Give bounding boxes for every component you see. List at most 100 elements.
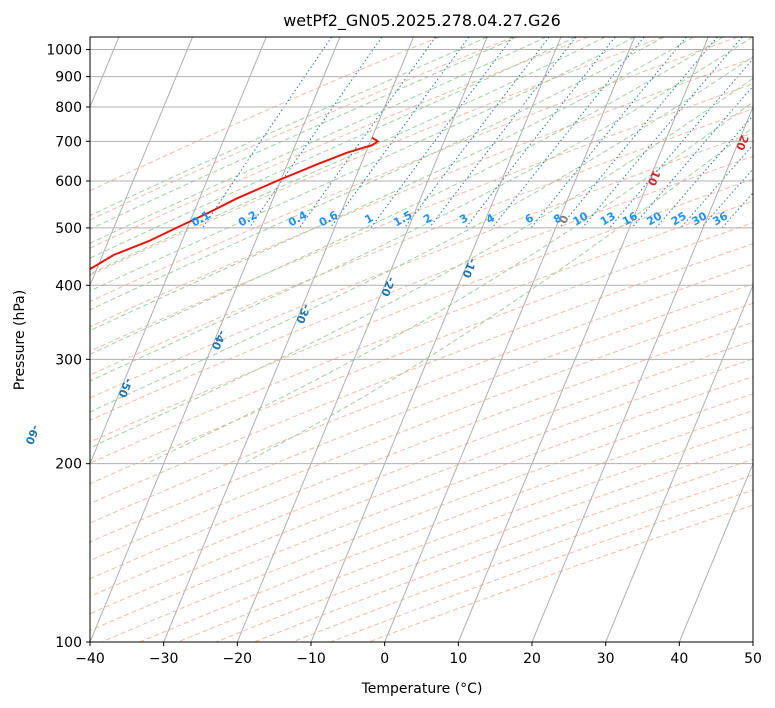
- moist-adiabat: [90, 37, 724, 355]
- y-tick-label: 800: [55, 100, 82, 116]
- x-tick-label: 40: [670, 651, 688, 667]
- x-tick-label: 0: [380, 651, 389, 667]
- pressure-gridlines: [90, 49, 753, 643]
- mixing-ratio-line: [680, 144, 753, 229]
- mixing-ratio-label: 0.6: [317, 208, 341, 229]
- y-tick-label: 100: [55, 635, 82, 651]
- isotherm-label: -60: [22, 423, 42, 447]
- isotherm-line: [605, 284, 753, 642]
- dry-adiabat: [90, 108, 753, 376]
- dry-adiabat: [90, 200, 753, 464]
- mixing-ratio-line: [655, 114, 753, 229]
- mixing-ratio-label: 36: [710, 209, 730, 228]
- mixing-ratio-line: [370, 37, 514, 229]
- x-axis-label: Temperature (°C): [361, 681, 483, 697]
- x-axis-ticks: −40 −30 −20 −10 0 10 20 30 40 50: [75, 642, 762, 667]
- dry-adiabat: [139, 410, 753, 642]
- y-tick-label: 700: [55, 134, 82, 150]
- moist-adiabat: [90, 37, 488, 217]
- mixing-ratio-label: 0.2: [236, 208, 259, 229]
- dry-adiabat: [90, 375, 753, 632]
- dry-adiabat: [90, 83, 753, 352]
- isotherm-line: [90, 37, 194, 287]
- line-labels: 0.10.20.40.611.52346810131620253036-100-…: [22, 133, 751, 447]
- x-tick-label: 30: [597, 651, 615, 667]
- mixing-ratio-label: 1.5: [391, 208, 414, 229]
- temperature-line: [90, 136, 380, 271]
- x-tick-label: −30: [149, 651, 179, 667]
- x-tick-label: 20: [523, 651, 541, 667]
- mixing-ratio-label: 0.4: [286, 208, 310, 229]
- isotherm-line: [310, 37, 562, 642]
- y-tick-label: 900: [55, 70, 82, 86]
- background-lines: [90, 37, 753, 642]
- mixing-ratio-line: [581, 37, 743, 229]
- x-tick-label: 50: [744, 651, 762, 667]
- plot-frame: [89, 36, 754, 643]
- dry-adiabat: [177, 426, 753, 642]
- moist-adiabat: [90, 77, 753, 449]
- moist-adiabat: [90, 37, 753, 382]
- mixing-ratio-line: [404, 37, 550, 229]
- chart-title: wetPf2_GN05.2025.278.04.27.G26: [283, 11, 561, 31]
- mixing-ratio-line: [465, 37, 616, 229]
- y-tick-label: 1000: [46, 43, 82, 59]
- moist-adiabat: [90, 37, 517, 230]
- y-tick-label: 400: [55, 278, 82, 294]
- mixing-ratio-line: [700, 168, 753, 229]
- isotherm-line: [752, 640, 753, 642]
- moist-adiabat: [90, 37, 694, 332]
- dry-adiabat: [90, 37, 589, 249]
- mixing-ratio-label: 3: [457, 211, 470, 226]
- warm-isotherm-label: 20: [733, 133, 751, 152]
- dry-adiabat: [90, 37, 439, 192]
- dry-adiabat: [90, 57, 753, 328]
- isotherm-line: [163, 37, 415, 642]
- dry-adiabat: [90, 222, 753, 485]
- mixing-ratio-line: [631, 85, 753, 229]
- moist-adiabat: [90, 37, 547, 244]
- dry-adiabat: [90, 37, 738, 303]
- mixing-ratio-line: [202, 37, 333, 229]
- mixing-ratio-label: 13: [598, 209, 618, 228]
- isotherm-line: [90, 37, 341, 642]
- y-tick-label: 300: [55, 352, 82, 368]
- moist-adiabat: [90, 37, 665, 311]
- mixing-ratio-label: 30: [690, 209, 710, 228]
- dry-adiabat: [90, 263, 753, 524]
- isotherm-line: [384, 37, 636, 642]
- mixing-ratio-line: [559, 37, 718, 229]
- x-tick-label: 10: [449, 651, 467, 667]
- mixing-ratio-line: [530, 37, 687, 229]
- x-tick-label: −10: [296, 651, 326, 667]
- moist-adiabat: [90, 37, 606, 275]
- mixing-ratio-line: [721, 192, 753, 229]
- warm-isotherm-label: 10: [645, 168, 663, 187]
- y-axis-ticks: 100 200 300 400 500 600 700 800 900 1000: [46, 43, 90, 651]
- mixing-ratio-line: [609, 58, 753, 229]
- dry-adiabat: [90, 37, 514, 221]
- moist-adiabat: [90, 37, 576, 259]
- moist-adiabat: [90, 55, 753, 413]
- isotherm-line: [236, 37, 488, 642]
- y-tick-label: 500: [55, 221, 82, 237]
- mixing-ratio-line: [329, 37, 470, 229]
- dry-adiabat: [330, 489, 753, 642]
- x-tick-label: −20: [223, 651, 253, 667]
- isotherm-line: [90, 37, 267, 465]
- mixing-ratio-line: [298, 37, 437, 229]
- mixing-ratio-line: [491, 37, 645, 229]
- sounding-series: [90, 136, 380, 271]
- dry-adiabat: [90, 358, 753, 615]
- mixing-ratio-line: [248, 37, 383, 229]
- isotherm-line: [457, 37, 709, 642]
- dry-adiabat: [254, 458, 753, 642]
- mixing-ratio-label: 10: [571, 209, 591, 228]
- y-axis-label: Pressure (hPa): [12, 290, 28, 390]
- y-tick-label: 200: [55, 457, 82, 473]
- x-tick-label: −40: [75, 651, 105, 667]
- mixing-ratio-label: 4: [484, 211, 497, 226]
- moist-adiabat: [242, 126, 753, 465]
- moist-adiabat: [90, 37, 635, 292]
